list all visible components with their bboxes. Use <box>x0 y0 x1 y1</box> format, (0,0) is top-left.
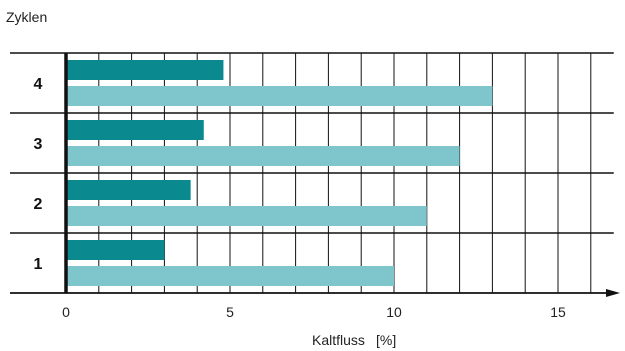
axis-layer <box>10 53 620 297</box>
bar-series-1-4 <box>66 60 224 80</box>
bar-series-1-2 <box>66 180 191 200</box>
category-label-4: 4 <box>34 76 43 93</box>
y-axis-title: Zyklen <box>6 9 47 25</box>
bar-series-2-4 <box>66 86 493 106</box>
category-label-1: 1 <box>34 256 43 273</box>
x-axis-arrow-icon <box>606 289 620 297</box>
x-tick-label: 5 <box>226 304 234 320</box>
label-layer: 1 2 3 4 0 5 10 15 <box>34 76 566 320</box>
bar-series-1-1 <box>66 240 165 260</box>
bar-layer <box>66 60 493 286</box>
bar-series-1-3 <box>66 120 204 140</box>
x-tick-label: 0 <box>62 304 70 320</box>
bar-series-2-2 <box>66 206 427 226</box>
bar-series-2-3 <box>66 146 460 166</box>
category-label-2: 2 <box>34 196 43 213</box>
x-axis-unit: [%] <box>376 332 396 348</box>
x-axis-title: Kaltfluss <box>312 332 365 348</box>
bar-series-2-1 <box>66 266 394 286</box>
category-label-3: 3 <box>34 136 43 153</box>
x-tick-label: 10 <box>386 304 402 320</box>
x-tick-label: 15 <box>550 304 566 320</box>
